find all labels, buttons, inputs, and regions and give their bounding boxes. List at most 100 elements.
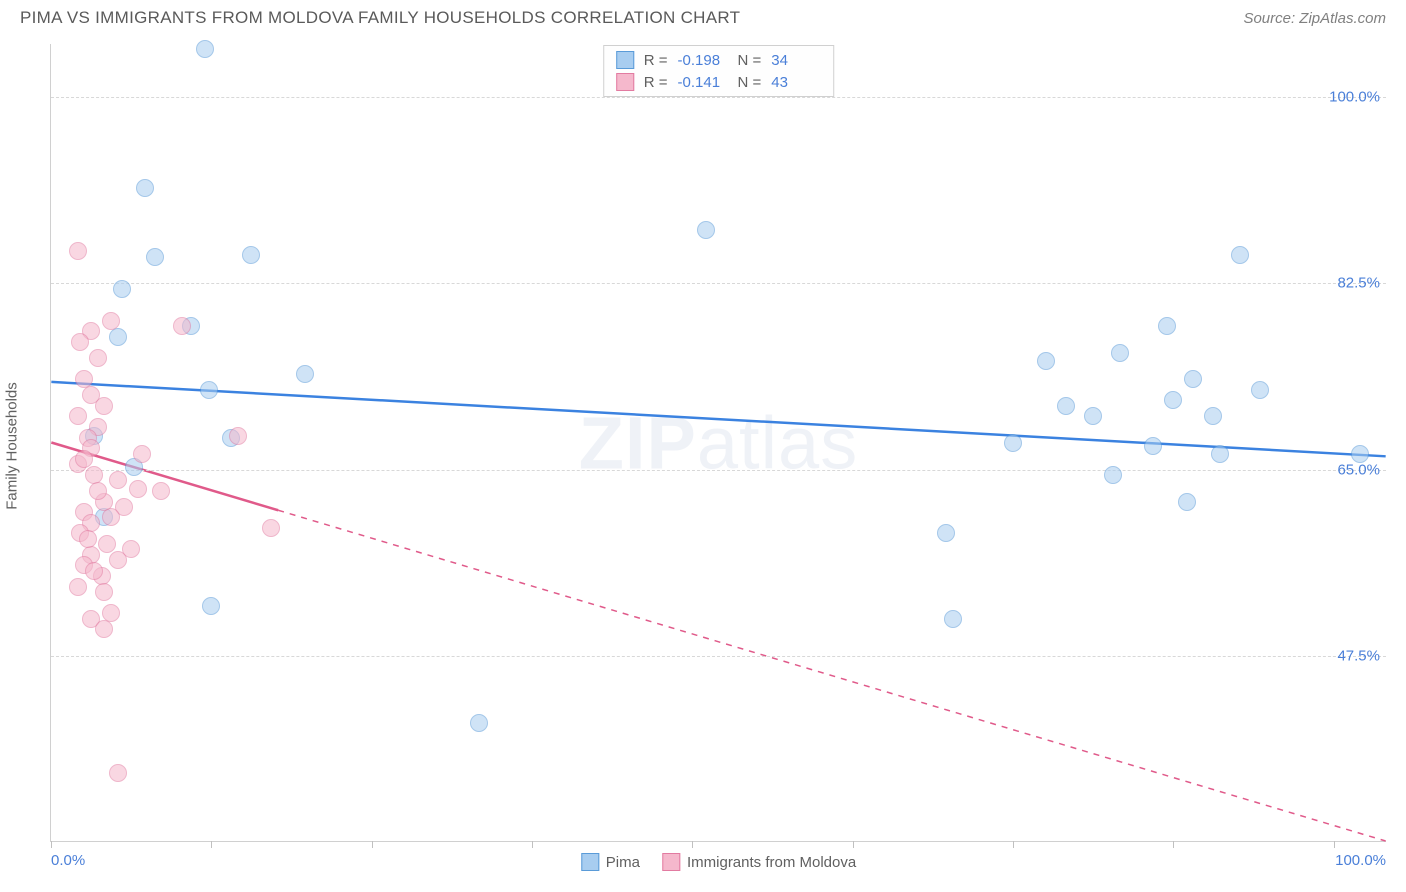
data-point: [109, 551, 127, 569]
gridline: [51, 283, 1386, 284]
source-label: Source: ZipAtlas.com: [1243, 10, 1386, 27]
data-point: [944, 610, 962, 628]
series-legend-item: Pima: [581, 853, 640, 871]
data-point: [109, 764, 127, 782]
chart-title: PIMA VS IMMIGRANTS FROM MOLDOVA FAMILY H…: [20, 8, 740, 28]
data-point: [1004, 434, 1022, 452]
x-tick: [51, 841, 52, 848]
data-point: [89, 349, 107, 367]
trend-line-solid: [51, 382, 1385, 456]
data-point: [136, 179, 154, 197]
n-value: 43: [771, 74, 821, 91]
trend-lines-svg: [51, 44, 1386, 841]
gridline: [51, 97, 1386, 98]
data-point: [1037, 352, 1055, 370]
y-tick-label: 65.0%: [1337, 461, 1380, 478]
data-point: [69, 578, 87, 596]
y-tick-label: 82.5%: [1337, 275, 1380, 292]
data-point: [113, 280, 131, 298]
data-point: [95, 583, 113, 601]
n-value: 34: [771, 52, 821, 69]
data-point: [1231, 246, 1249, 264]
x-axis-min-label: 0.0%: [51, 852, 85, 869]
data-point: [146, 248, 164, 266]
data-point: [109, 471, 127, 489]
data-point: [200, 381, 218, 399]
x-tick: [692, 841, 693, 848]
watermark: ZIPatlas: [579, 400, 858, 485]
data-point: [242, 246, 260, 264]
gridline: [51, 656, 1386, 657]
data-point: [71, 333, 89, 351]
series-legend-label: Immigrants from Moldova: [687, 854, 856, 871]
series-legend-item: Immigrants from Moldova: [662, 853, 856, 871]
data-point: [85, 562, 103, 580]
data-point: [102, 508, 120, 526]
data-point: [470, 714, 488, 732]
data-point: [1104, 466, 1122, 484]
x-tick: [853, 841, 854, 848]
x-tick: [1013, 841, 1014, 848]
data-point: [98, 535, 116, 553]
data-point: [202, 597, 220, 615]
data-point: [102, 312, 120, 330]
chart-container: ZIPatlas 47.5% 65.0% 82.5% 100.0% R = -0.198…: [50, 44, 1386, 842]
data-point: [1144, 437, 1162, 455]
data-point: [1178, 493, 1196, 511]
r-value: -0.198: [678, 52, 728, 69]
gridline: [51, 470, 1386, 471]
data-point: [1211, 445, 1229, 463]
data-point: [1251, 381, 1269, 399]
r-label: R =: [644, 52, 668, 69]
data-point: [133, 445, 151, 463]
data-point: [152, 482, 170, 500]
data-point: [79, 530, 97, 548]
correlation-legend-row: R = -0.198 N = 34: [604, 49, 834, 71]
data-point: [1351, 445, 1369, 463]
r-value: -0.141: [678, 74, 728, 91]
series-legend-label: Pima: [606, 854, 640, 871]
n-label: N =: [738, 74, 762, 91]
data-point: [697, 221, 715, 239]
legend-swatch: [581, 853, 599, 871]
data-point: [229, 427, 247, 445]
data-point: [69, 407, 87, 425]
data-point: [173, 317, 191, 335]
n-label: N =: [738, 52, 762, 69]
plot-area: ZIPatlas 47.5% 65.0% 82.5% 100.0%: [51, 44, 1386, 841]
data-point: [1084, 407, 1102, 425]
x-tick: [532, 841, 533, 848]
data-point: [95, 620, 113, 638]
data-point: [1164, 391, 1182, 409]
r-label: R =: [644, 74, 668, 91]
legend-swatch: [616, 73, 634, 91]
correlation-legend: R = -0.198 N = 34 R = -0.141 N = 43: [603, 45, 835, 97]
data-point: [296, 365, 314, 383]
data-point: [95, 397, 113, 415]
data-point: [89, 482, 107, 500]
data-point: [129, 480, 147, 498]
data-point: [1057, 397, 1075, 415]
x-tick: [1173, 841, 1174, 848]
data-point: [69, 242, 87, 260]
data-point: [1184, 370, 1202, 388]
y-tick-label: 47.5%: [1337, 647, 1380, 664]
trend-line-dashed: [278, 510, 1385, 841]
series-legend: Pima Immigrants from Moldova: [581, 853, 856, 871]
y-tick-label: 100.0%: [1329, 89, 1380, 106]
x-tick: [211, 841, 212, 848]
legend-swatch: [616, 51, 634, 69]
data-point: [937, 524, 955, 542]
x-axis-max-label: 100.0%: [1335, 852, 1386, 869]
data-point: [75, 450, 93, 468]
data-point: [262, 519, 280, 537]
data-point: [196, 40, 214, 58]
data-point: [1158, 317, 1176, 335]
y-axis-label: Family Households: [4, 382, 21, 510]
x-tick: [372, 841, 373, 848]
data-point: [1111, 344, 1129, 362]
x-tick: [1334, 841, 1335, 848]
data-point: [1204, 407, 1222, 425]
data-point: [109, 328, 127, 346]
correlation-legend-row: R = -0.141 N = 43: [604, 71, 834, 93]
